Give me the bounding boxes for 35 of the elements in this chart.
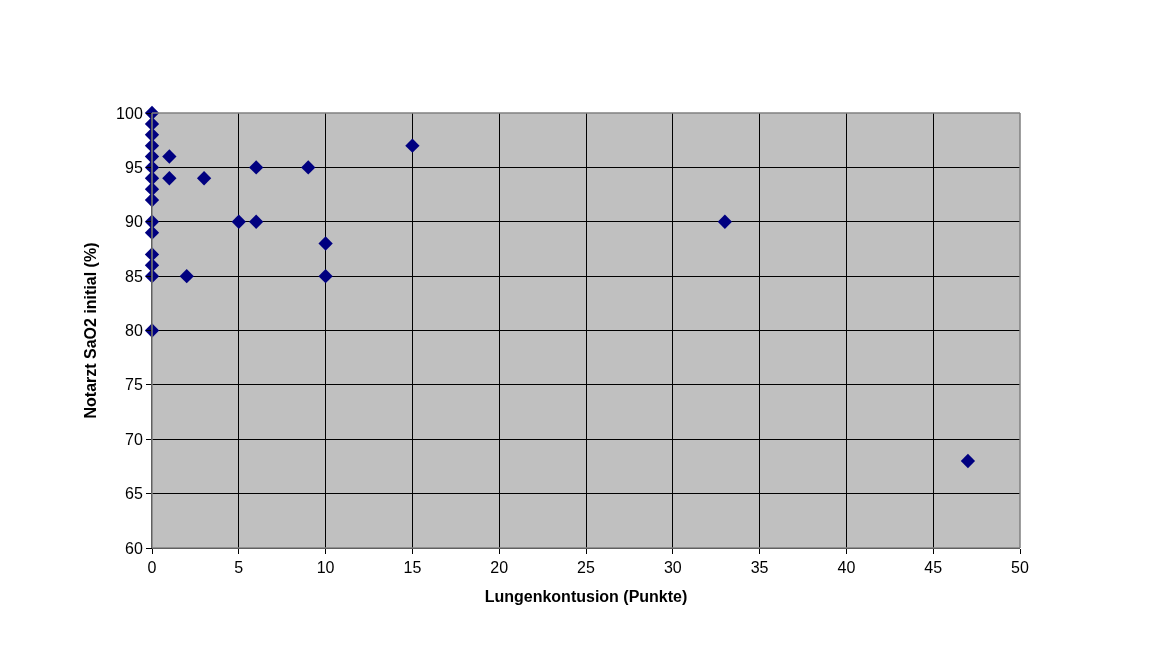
x-axis-title: Lungenkontusion (Punkte)	[484, 587, 688, 605]
y-tick-label: 75	[125, 376, 143, 394]
x-tick-label: 5	[234, 559, 244, 577]
point	[960, 453, 976, 469]
point	[162, 171, 177, 186]
x-tick-label: 45	[924, 559, 943, 577]
x-tick-label: 15	[403, 559, 422, 577]
y-tick-label: 60	[125, 539, 143, 557]
y-tick-label: 100	[116, 104, 143, 122]
point	[318, 236, 333, 251]
x-tick-label: 10	[316, 559, 335, 577]
y-tick-label: 95	[125, 158, 143, 176]
x-tick-label: 30	[663, 559, 682, 577]
y-tick-label: 90	[125, 213, 143, 231]
point	[249, 214, 264, 229]
y-tick-label: 85	[125, 267, 143, 285]
y-tick-label: 80	[125, 322, 143, 340]
point	[249, 160, 264, 175]
x-tick-label: 0	[147, 559, 157, 577]
point	[405, 138, 420, 153]
point	[162, 149, 177, 164]
x-tick-label: 20	[490, 559, 509, 577]
point	[179, 268, 194, 284]
x-tick-label: 25	[577, 559, 595, 577]
x-tick-label: 40	[837, 559, 856, 577]
x-tick-label: 35	[750, 559, 769, 577]
y-axis-title: Notarzt SaO2 initial (%)	[82, 242, 99, 419]
x-tick-label: 50	[1011, 559, 1029, 577]
y-tick-label: 65	[125, 485, 143, 503]
point	[231, 214, 246, 229]
point	[301, 160, 316, 175]
point	[318, 268, 333, 284]
point	[196, 171, 212, 186]
point	[717, 214, 733, 229]
y-tick-label: 70	[125, 430, 143, 448]
